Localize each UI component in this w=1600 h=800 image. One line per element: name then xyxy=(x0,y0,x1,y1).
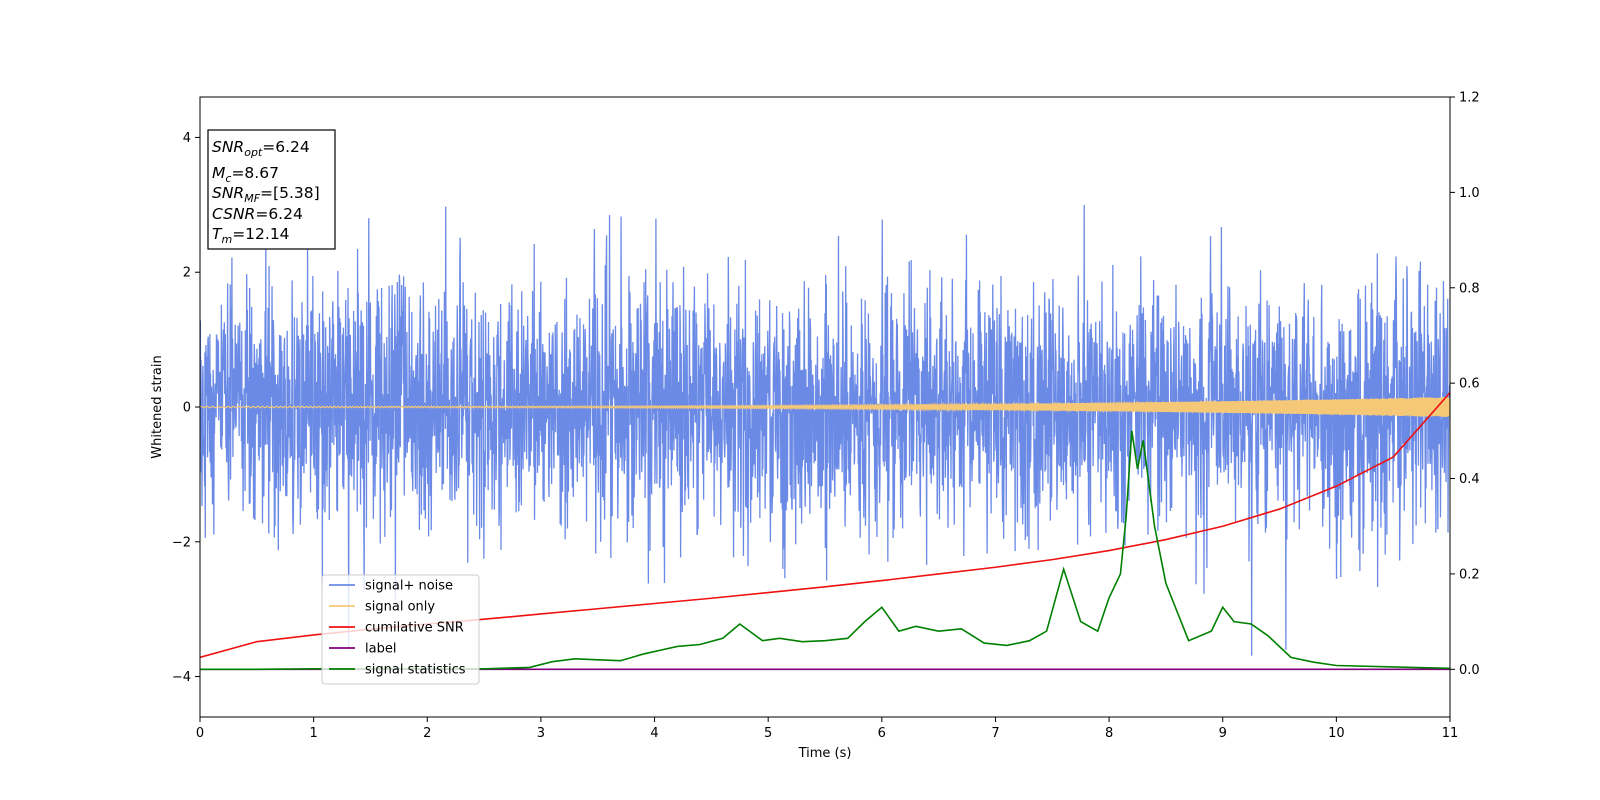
y-left-tick-label: −4 xyxy=(172,670,191,685)
series-signal-noise xyxy=(200,205,1450,656)
info-subscript: m xyxy=(221,233,232,246)
info-value: =8.67 xyxy=(231,164,279,182)
x-axis: 0 1 2 3 4 5 6 7 8 9 10 11 xyxy=(196,717,1458,741)
series-line-signal-noise xyxy=(200,205,1450,656)
info-subscript: c xyxy=(225,172,231,185)
info-symbol: CSNR xyxy=(212,205,255,223)
y-right-tick-label: 0.8 xyxy=(1459,281,1480,296)
legend: signal+ noise signal only cumilative SNR la… xyxy=(321,574,480,685)
x-tick-label: 11 xyxy=(1442,726,1459,741)
legend-label: signal only xyxy=(365,600,435,615)
y-axis-left: 4 2 0 −2 −4 xyxy=(172,131,200,685)
y-right-tick-label: 1.0 xyxy=(1459,186,1480,201)
x-tick-label: 4 xyxy=(650,726,658,741)
y-axis-right: 1.2 1.0 0.8 0.6 0.4 0.2 0.0 xyxy=(1450,91,1480,678)
y-right-tick-label: 0.4 xyxy=(1459,472,1480,487)
info-subscript: opt xyxy=(244,146,263,159)
legend-label: signal statistics xyxy=(365,663,466,678)
info-symbol: SNR xyxy=(212,184,244,202)
x-tick-label: 9 xyxy=(1219,726,1227,741)
y-left-tick-label: 2 xyxy=(183,266,191,281)
x-tick-label: 2 xyxy=(423,726,431,741)
info-symbol: M xyxy=(212,164,225,182)
x-tick-label: 3 xyxy=(537,726,545,741)
info-box-frame xyxy=(207,129,336,250)
info-box: SNRopt=6.24Mc=8.67SNRMF=[5.38]CSNR=6.24T… xyxy=(207,129,336,250)
info-box-line: CSNR=6.24 xyxy=(212,205,303,223)
legend-label: signal+ noise xyxy=(365,579,453,594)
series-signal-only xyxy=(200,396,1450,418)
x-tick-label: 5 xyxy=(764,726,772,741)
x-tick-label: 6 xyxy=(878,726,886,741)
info-subscript: MF xyxy=(244,192,260,205)
series-line-signal-only xyxy=(200,396,1450,418)
y-left-tick-label: 0 xyxy=(183,401,191,416)
info-symbol: T xyxy=(212,225,223,243)
legend-label: label xyxy=(365,642,396,657)
y-right-tick-label: 0.2 xyxy=(1459,567,1480,582)
info-symbol: SNR xyxy=(212,138,244,156)
x-tick-label: 7 xyxy=(991,726,999,741)
y-axis-label: Whitened strain xyxy=(150,355,165,458)
y-left-tick-label: −2 xyxy=(172,535,191,550)
y-right-tick-label: 1.2 xyxy=(1459,91,1480,106)
x-tick-label: 10 xyxy=(1328,726,1345,741)
info-box-line: Mc=8.67 xyxy=(212,164,279,185)
y-right-tick-label: 0.6 xyxy=(1459,377,1480,392)
info-value: =6.24 xyxy=(255,205,303,223)
info-box-line: SNRMF=[5.38] xyxy=(212,184,320,205)
legend-frame xyxy=(321,574,480,685)
info-value: =[5.38] xyxy=(260,184,320,202)
legend-label: cumilative SNR xyxy=(365,621,464,636)
info-value: =12.14 xyxy=(232,225,289,243)
info-value: =6.24 xyxy=(262,138,310,156)
x-tick-label: 1 xyxy=(309,726,317,741)
series-line-signal-statistics xyxy=(200,430,1450,671)
x-tick-label: 8 xyxy=(1105,726,1113,741)
x-axis-label: Time (s) xyxy=(798,746,852,761)
y-left-tick-label: 4 xyxy=(183,131,191,146)
y-right-tick-label: 0.0 xyxy=(1459,663,1480,678)
x-tick-label: 0 xyxy=(196,726,204,741)
info-box-line: SNRopt=6.24 xyxy=(212,138,310,159)
info-box-line: Tm=12.14 xyxy=(212,225,290,246)
